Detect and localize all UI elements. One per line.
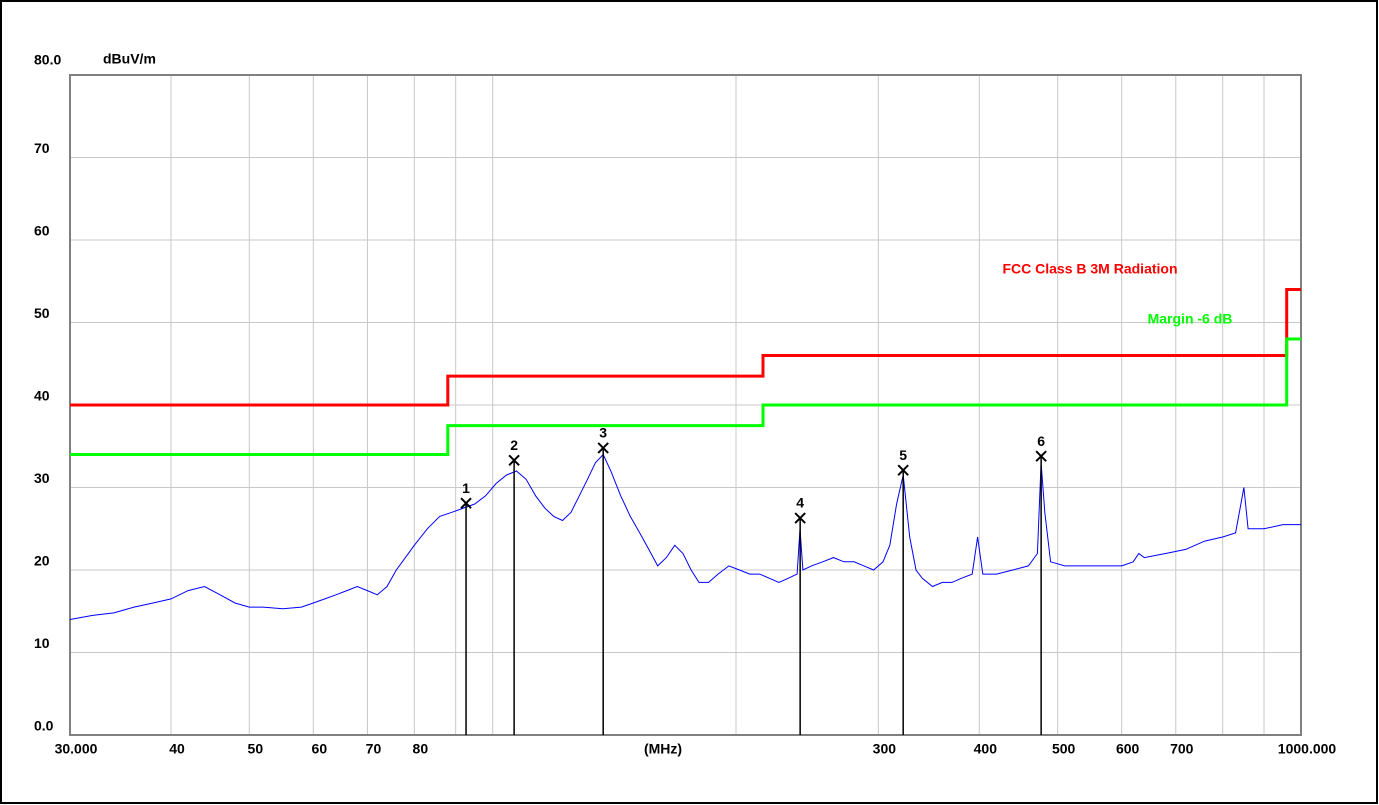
marker-cross [1035, 450, 1047, 462]
y-tick-label: 70 [34, 140, 50, 156]
marker-label: 4 [796, 495, 804, 511]
marker-cross [897, 464, 909, 476]
x-tick-label: 40 [169, 741, 185, 757]
y-axis-label: dBuV/m [103, 51, 156, 67]
x-tick-label: 30.000 [55, 741, 98, 757]
y-tick-label: 0.0 [34, 718, 54, 734]
marker-label: 1 [462, 480, 470, 496]
x-tick-label: 50 [248, 741, 264, 757]
limit-line [70, 337, 1301, 456]
y-tick-label: 20 [34, 553, 50, 569]
marker-label: 6 [1037, 433, 1045, 449]
y-tick-label: 60 [34, 223, 50, 239]
limit-label: Margin -6 dB [1148, 311, 1233, 327]
marker-label: 3 [599, 425, 607, 441]
trace-line [69, 453, 1301, 620]
limit-line [70, 288, 1301, 407]
x-tick-label: 60 [312, 741, 328, 757]
x-tick-label: 300 [873, 741, 897, 757]
marker-label: 2 [510, 437, 518, 453]
y-tick-label: 80.0 [34, 52, 61, 68]
marker-cross [460, 497, 472, 509]
x-tick-label: 400 [974, 741, 998, 757]
y-tick-label: 30 [34, 470, 50, 486]
y-tick-label: 10 [34, 635, 50, 651]
x-tick-label: 700 [1170, 741, 1194, 757]
x-tick-label: 1000.000 [1278, 741, 1337, 757]
x-axis-label: (MHz) [644, 741, 682, 757]
marker-cross [794, 512, 806, 524]
x-tick-label: 70 [366, 741, 382, 757]
y-tick-label: 50 [34, 305, 50, 321]
marker-label: 5 [899, 447, 907, 463]
marker-cross [597, 442, 609, 454]
x-tick-label: 80 [413, 741, 429, 757]
marker-cross [508, 454, 520, 466]
limit-label: FCC Class B 3M Radiation [1002, 261, 1177, 277]
y-tick-label: 40 [34, 388, 50, 404]
x-tick-label: 600 [1116, 741, 1140, 757]
x-tick-label: 500 [1052, 741, 1076, 757]
